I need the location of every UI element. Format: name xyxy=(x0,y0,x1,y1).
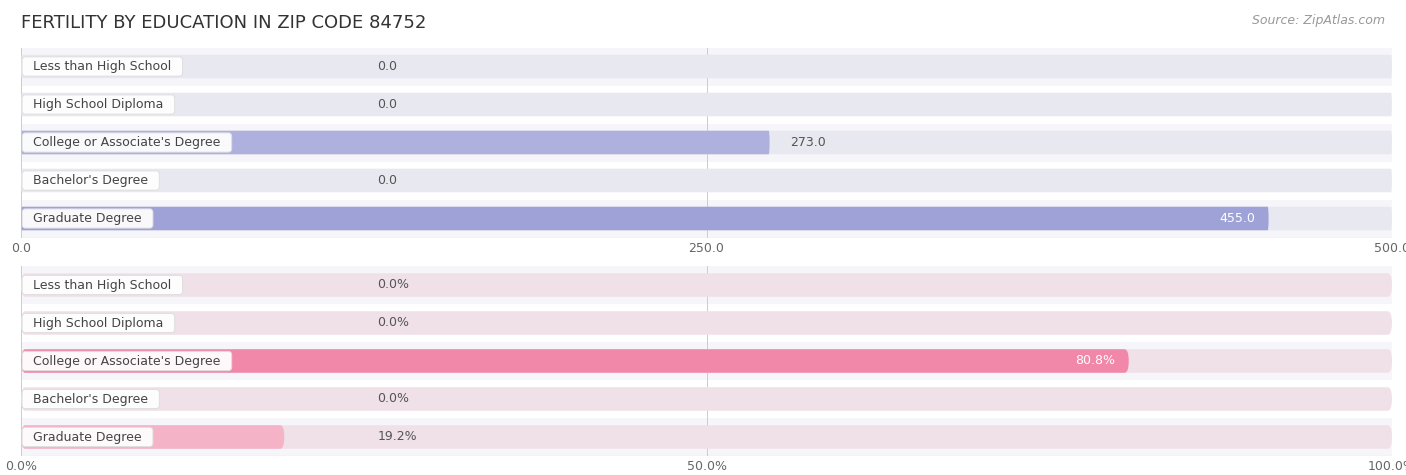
FancyBboxPatch shape xyxy=(21,207,1392,230)
Text: 0.0: 0.0 xyxy=(377,60,398,73)
FancyBboxPatch shape xyxy=(21,349,1129,373)
Text: Bachelor's Degree: Bachelor's Degree xyxy=(25,174,156,187)
Text: 0.0%: 0.0% xyxy=(377,392,409,406)
Text: College or Associate's Degree: College or Associate's Degree xyxy=(25,354,229,368)
Text: FERTILITY BY EDUCATION IN ZIP CODE 84752: FERTILITY BY EDUCATION IN ZIP CODE 84752 xyxy=(21,14,426,32)
FancyBboxPatch shape xyxy=(21,349,1392,373)
FancyBboxPatch shape xyxy=(21,304,1392,342)
FancyBboxPatch shape xyxy=(21,200,1392,238)
FancyBboxPatch shape xyxy=(21,169,1392,192)
FancyBboxPatch shape xyxy=(21,273,1392,297)
FancyBboxPatch shape xyxy=(21,425,284,449)
Text: 455.0: 455.0 xyxy=(1219,212,1256,225)
FancyBboxPatch shape xyxy=(21,342,1392,380)
FancyBboxPatch shape xyxy=(21,93,1392,116)
Text: Graduate Degree: Graduate Degree xyxy=(25,212,150,225)
Text: High School Diploma: High School Diploma xyxy=(25,98,172,111)
FancyBboxPatch shape xyxy=(21,86,1392,124)
FancyBboxPatch shape xyxy=(21,131,769,154)
Text: Graduate Degree: Graduate Degree xyxy=(25,430,150,444)
Text: Source: ZipAtlas.com: Source: ZipAtlas.com xyxy=(1251,14,1385,27)
Text: Less than High School: Less than High School xyxy=(25,60,180,73)
FancyBboxPatch shape xyxy=(21,311,1392,335)
FancyBboxPatch shape xyxy=(21,48,1392,86)
Text: 273.0: 273.0 xyxy=(790,136,825,149)
FancyBboxPatch shape xyxy=(21,131,1392,154)
FancyBboxPatch shape xyxy=(21,380,1392,418)
Text: College or Associate's Degree: College or Associate's Degree xyxy=(25,136,229,149)
Text: High School Diploma: High School Diploma xyxy=(25,316,172,330)
Text: 0.0%: 0.0% xyxy=(377,278,409,292)
FancyBboxPatch shape xyxy=(21,418,1392,456)
FancyBboxPatch shape xyxy=(21,162,1392,199)
FancyBboxPatch shape xyxy=(21,55,1392,78)
Text: 0.0: 0.0 xyxy=(377,98,398,111)
Text: 19.2%: 19.2% xyxy=(377,430,418,444)
FancyBboxPatch shape xyxy=(21,266,1392,304)
Text: 0.0: 0.0 xyxy=(377,174,398,187)
Text: Bachelor's Degree: Bachelor's Degree xyxy=(25,392,156,406)
FancyBboxPatch shape xyxy=(21,124,1392,162)
FancyBboxPatch shape xyxy=(21,425,1392,449)
FancyBboxPatch shape xyxy=(21,207,1268,230)
Text: Less than High School: Less than High School xyxy=(25,278,180,292)
Text: 80.8%: 80.8% xyxy=(1076,354,1115,368)
Text: 0.0%: 0.0% xyxy=(377,316,409,330)
FancyBboxPatch shape xyxy=(21,387,1392,411)
